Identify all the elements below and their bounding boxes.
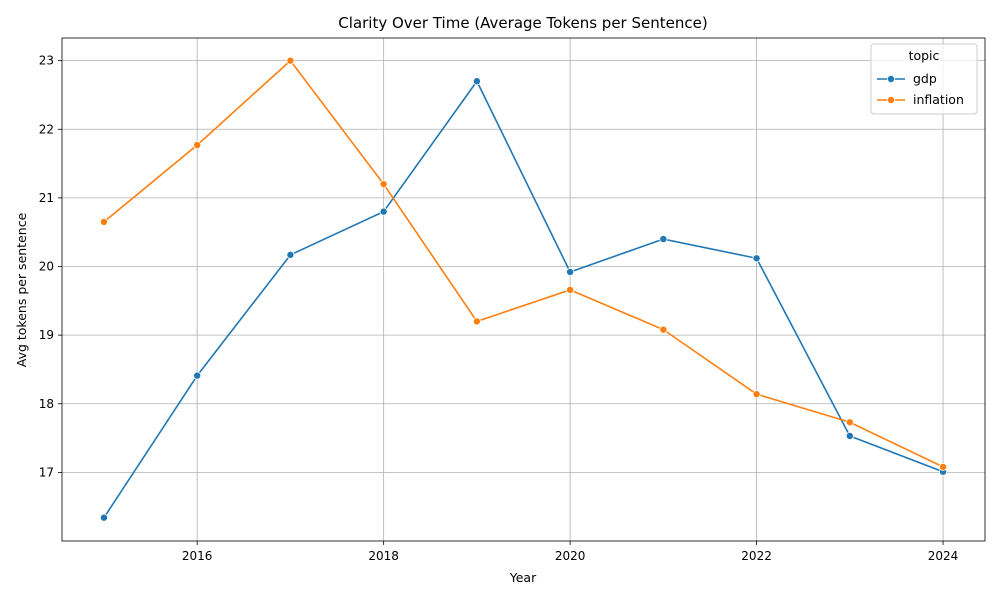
data-point-inflation (472, 317, 481, 326)
legend-box (870, 43, 978, 115)
data-point-inflation (939, 462, 948, 471)
data-point-inflation (379, 180, 388, 189)
data-point-gdp (193, 371, 202, 380)
x-axis-ticks: 2016 2018 2020 2022 2024 (182, 541, 958, 563)
legend-title: topic (909, 48, 940, 63)
data-point-gdp (752, 254, 761, 263)
data-point-gdp (379, 207, 388, 216)
data-point-gdp (659, 235, 668, 244)
data-point-gdp (99, 513, 108, 522)
data-point-inflation (566, 285, 575, 294)
legend-marker-gdp (887, 75, 896, 84)
x-tick-label: 2024 (928, 549, 959, 563)
x-tick-label: 2016 (182, 549, 213, 563)
data-point-inflation (193, 141, 202, 150)
x-tick-label: 2020 (555, 549, 586, 563)
y-tick-label: 23 (39, 54, 54, 68)
legend: topic gdp inflation (870, 43, 978, 115)
data-point-inflation (752, 390, 761, 399)
x-axis-label: Year (509, 570, 537, 585)
plot-frame (61, 37, 986, 542)
legend-label-inflation: inflation (913, 92, 964, 107)
y-tick-label: 17 (39, 465, 54, 479)
axes (61, 37, 986, 542)
data-point-gdp (566, 268, 575, 277)
y-tick-label: 18 (39, 397, 54, 411)
series-inflation (99, 56, 948, 471)
series-line-inflation (103, 59, 944, 468)
y-tick-label: 20 (39, 260, 54, 274)
data-point-inflation (845, 418, 854, 427)
y-tick-label: 19 (39, 328, 54, 342)
legend-entries: gdp inflation (877, 71, 964, 107)
x-tick-label: 2018 (368, 549, 399, 563)
data-point-gdp (286, 250, 295, 259)
y-tick-label: 21 (39, 191, 54, 205)
data-point-inflation (286, 56, 295, 65)
series-line-gdp (103, 79, 944, 519)
x-tick-label: 2022 (741, 549, 772, 563)
data-point-gdp (845, 432, 854, 441)
data-point-gdp (472, 77, 481, 86)
series-gdp (99, 77, 948, 522)
data-point-inflation (659, 325, 668, 334)
legend-marker-inflation (887, 96, 896, 105)
y-tick-label: 22 (39, 122, 54, 136)
series-group (99, 56, 948, 522)
legend-label-gdp: gdp (913, 71, 937, 86)
chart-title: Clarity Over Time (Average Tokens per Se… (338, 14, 707, 32)
y-axis-ticks: 17 18 19 20 21 22 23 (39, 54, 62, 479)
y-axis-label: Avg tokens per sentence (14, 212, 29, 367)
data-point-inflation (99, 217, 108, 226)
grid-lines (62, 38, 985, 541)
